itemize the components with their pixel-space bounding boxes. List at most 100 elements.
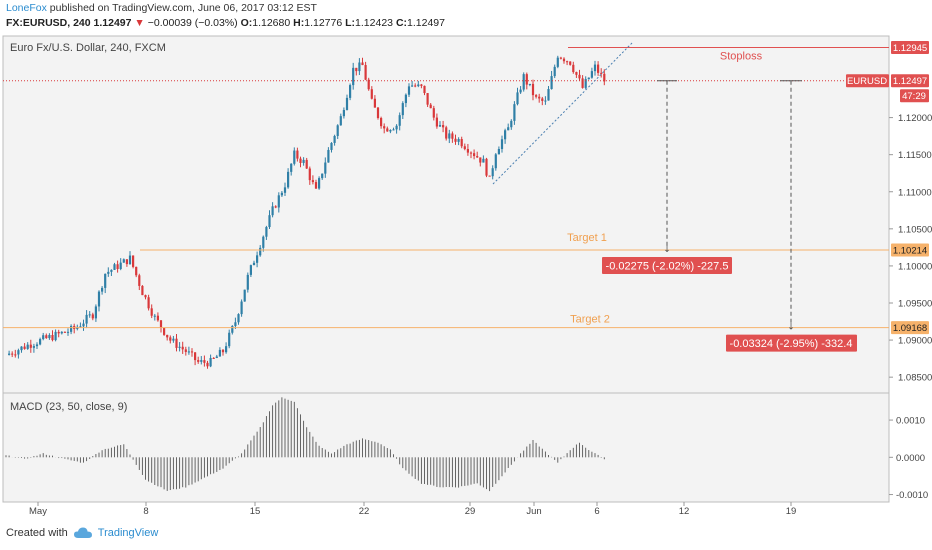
y-tick-label: 1.12000 [898, 113, 932, 124]
candle-body [476, 156, 479, 158]
candle-body [600, 72, 603, 74]
ohlc-header: FX:EURUSD, 240 1.12497 ▼ −0.00039 (−0.03… [6, 17, 445, 29]
candle-body [311, 180, 314, 183]
x-tick-label: 15 [250, 506, 261, 517]
trend-line[interactable] [492, 41, 634, 185]
candle-body [147, 297, 150, 309]
candle-body [569, 61, 572, 65]
candle-body [104, 273, 107, 288]
candle-body [318, 178, 321, 189]
candle-body [466, 149, 469, 153]
candle-body [116, 264, 119, 269]
candle-body [411, 85, 414, 87]
candle-body [268, 215, 271, 228]
candle-body [473, 153, 476, 157]
candle-body [435, 117, 438, 127]
candle-body [8, 353, 11, 355]
candles [8, 55, 606, 369]
cloud-icon [73, 527, 92, 538]
candle-body [491, 168, 494, 177]
candle-body [293, 150, 296, 164]
candle-body [256, 255, 259, 263]
candle-body [135, 266, 138, 276]
svg-text:↓: ↓ [787, 323, 795, 333]
candle-body [553, 66, 556, 77]
candle-body [122, 259, 125, 263]
candle-body [26, 344, 29, 349]
macd-title: MACD (23, 50, close, 9) [10, 401, 127, 413]
candle-body [364, 65, 367, 80]
candle-body [20, 346, 23, 351]
candle-body [172, 338, 175, 341]
svg-text:47:29: 47:29 [902, 91, 926, 102]
candle-body [547, 89, 550, 101]
candle-body [578, 74, 581, 79]
candle-body [414, 85, 417, 87]
y-tick-label: 1.09500 [898, 299, 932, 310]
candle-body [584, 79, 587, 88]
candle-body [35, 344, 39, 347]
candle-body [128, 255, 132, 265]
candle-body [215, 356, 218, 358]
publish-info: published on TradingView.com, June 06, 2… [49, 2, 317, 14]
candle-body [370, 89, 373, 99]
candle-body [485, 158, 488, 176]
candle-body [321, 173, 324, 179]
svg-text:↓: ↓ [663, 245, 671, 255]
candle-body [237, 314, 240, 323]
candle-body [91, 314, 94, 319]
candle-body [190, 351, 194, 353]
candle-body [187, 351, 190, 353]
candle-body [330, 142, 333, 150]
candle-body [63, 331, 66, 333]
x-tick-label: 19 [786, 506, 797, 517]
candle-body [463, 146, 466, 150]
candle-body [138, 275, 141, 286]
candle-body [504, 130, 507, 140]
chart-area[interactable]: Euro Fx/U.S. Dollar, 240, FXCM MACD (23,… [0, 32, 932, 522]
macd-histogram [5, 397, 605, 492]
y-tick-label: 1.08500 [898, 373, 932, 384]
candle-body [283, 187, 287, 193]
candle-body [48, 335, 51, 339]
candle-body [513, 104, 516, 121]
candle-body [259, 247, 262, 256]
candle-body [265, 227, 268, 237]
candle-body [404, 94, 407, 104]
x-tick-label: Jun [526, 506, 541, 517]
high-value: 1.12776 [304, 17, 343, 29]
measurement-2[interactable]: ↓ -0.03324 (-2.95%) -332.4 [726, 80, 857, 352]
tradingview-link[interactable]: TradingView [97, 527, 159, 539]
candle-body [70, 325, 73, 332]
candle-body [14, 354, 17, 356]
candle-body [581, 78, 584, 88]
candle-body [528, 83, 531, 85]
author-link[interactable]: LoneFox [6, 2, 47, 14]
candle-body [32, 346, 35, 348]
candle-body [274, 206, 277, 208]
stoploss-price-tag: 1.12945 [891, 40, 929, 54]
chart-title: Euro Fx/U.S. Dollar, 240, FXCM [10, 42, 166, 54]
measurement-1[interactable]: ↓ -0.02275 (-2.02%) -227.5 [602, 80, 732, 275]
target1-label: Target 1 [567, 232, 607, 244]
candle-body [153, 315, 156, 317]
candle-body [519, 89, 522, 93]
x-tick-label: May [29, 506, 47, 517]
candle-body [445, 127, 448, 139]
candle-body [221, 349, 225, 353]
candle-body [94, 306, 97, 319]
candle-body [442, 125, 445, 128]
candle-body [597, 64, 600, 73]
candle-body [367, 79, 370, 90]
open-value: 1.12680 [252, 17, 291, 29]
candle-body [57, 331, 60, 334]
candle-body [507, 127, 510, 131]
candle-body [324, 162, 327, 174]
candle-body [361, 62, 364, 66]
candle-body [246, 274, 249, 290]
candle-body [125, 259, 128, 265]
candle-body [500, 139, 504, 150]
candle-body [469, 152, 473, 154]
plot-frame [2, 35, 890, 503]
